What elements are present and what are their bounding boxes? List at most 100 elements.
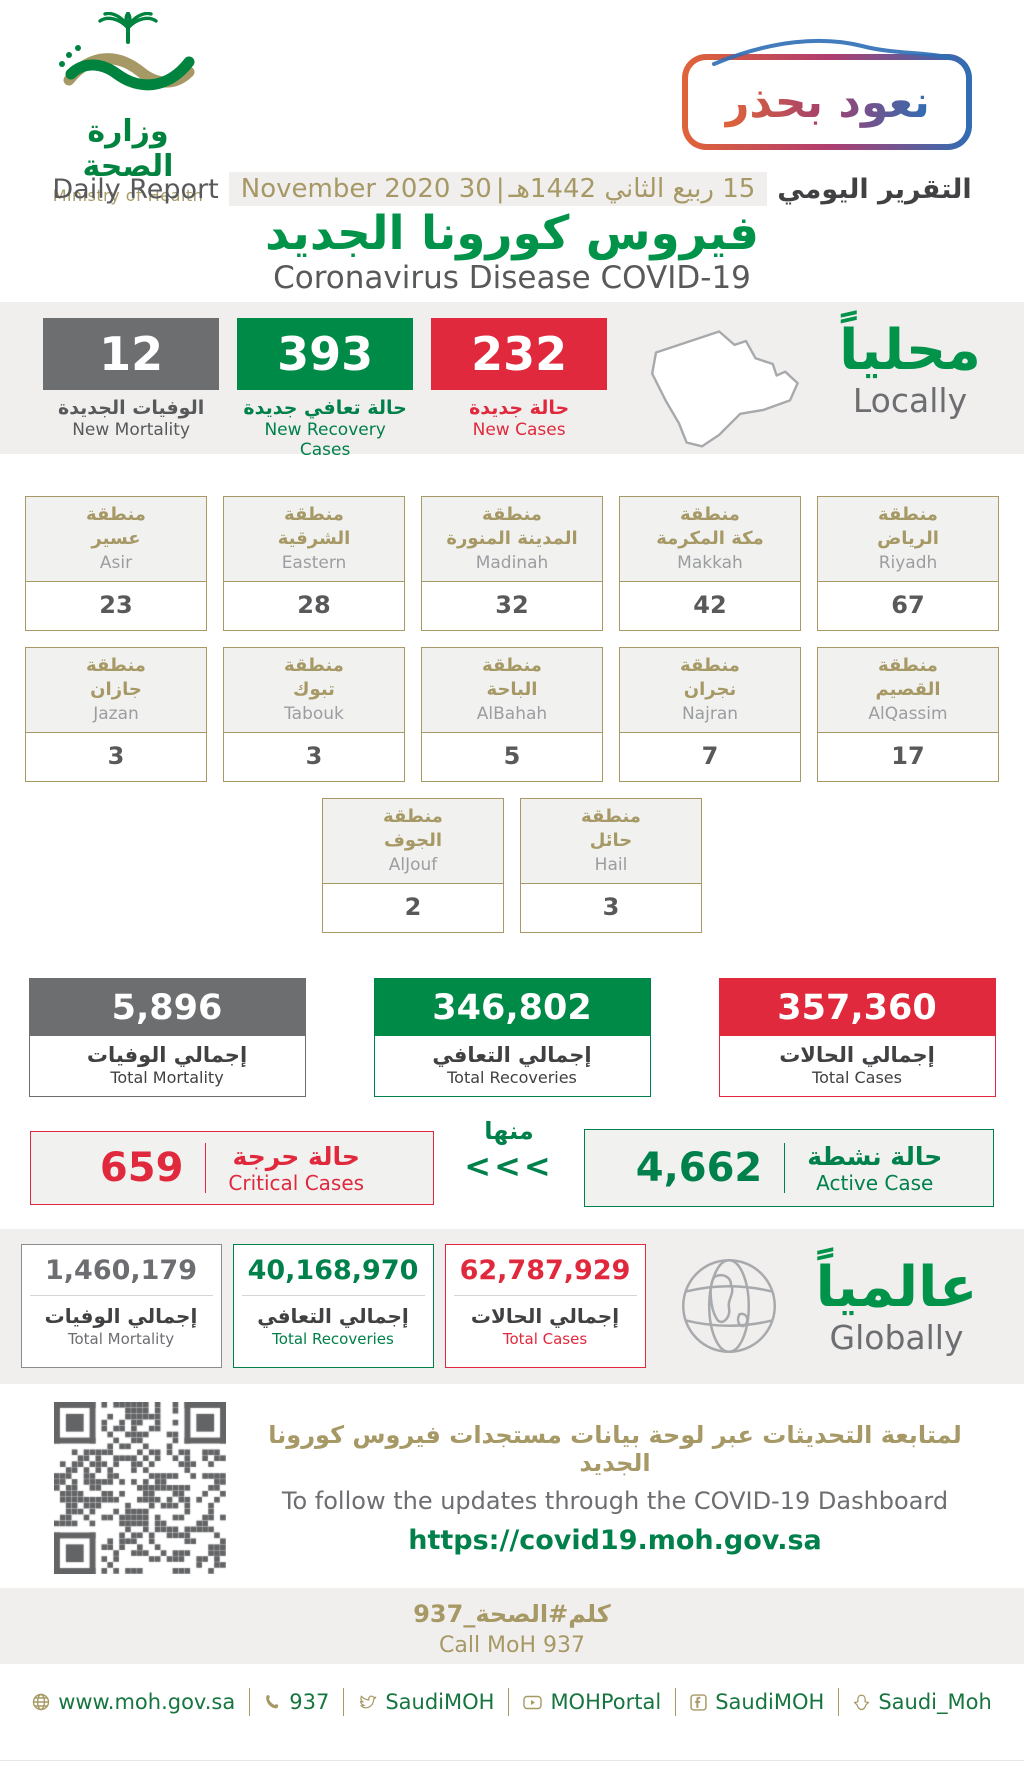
critical-cases-box: حالة حرجة Critical Cases 659 <box>30 1131 434 1205</box>
divider <box>784 1143 786 1193</box>
critical-label-arabic: حالة حرجة <box>232 1141 360 1171</box>
moh-logo: وزارة الصحة Ministry of Health <box>48 12 208 205</box>
region-card-eastern: منطقة الشرقية Eastern 28 <box>223 496 405 631</box>
region-card-albahah: منطقة الباحة AlBahah 5 <box>421 647 603 782</box>
report-date: 15 ربيع الثاني 1442هـ | 30 November 2020 <box>228 172 768 206</box>
saudi-map-icon <box>651 330 799 448</box>
moh-palm-swoosh-icon <box>59 12 195 91</box>
call-label-english: Call MoH 937 <box>438 1633 586 1658</box>
of-which-label: منها <box>484 1117 534 1145</box>
new-cases-label-arabic: حالة جديدة <box>469 397 570 419</box>
footer-link-phone[interactable]: 937 <box>250 1690 343 1714</box>
region-card-aljouf: منطقة الجوف AlJouf 2 <box>322 798 504 933</box>
report-label-english: Daily Report <box>52 173 219 205</box>
new-recovery-label-english: New Recovery Cases <box>264 420 386 460</box>
globally-label-arabic: عالمياً <box>815 1255 978 1321</box>
globally-section: عالمياً Globally 62,787,929 إجمالي الحال… <box>0 1229 1024 1384</box>
divider <box>249 1688 251 1716</box>
divider <box>675 1688 677 1716</box>
region-card-asir: منطقة عسير Asir 23 <box>25 496 207 631</box>
dashboard-section: لمتابعة التحديثات عبر لوحة بيانات مستجدا… <box>54 1398 970 1578</box>
hijri-date: 15 ربيع الثاني 1442هـ <box>508 174 756 204</box>
locally-label-english: Locally <box>852 380 968 420</box>
region-value: 3 <box>107 742 125 770</box>
locally-section: محلياً Locally 232 حالة جديدة New Cases … <box>0 302 1024 460</box>
badge-swoosh-icon <box>712 38 952 66</box>
footer-link-snapchat[interactable]: Saudi_Moh <box>839 1690 1005 1714</box>
globe-icon <box>32 1693 50 1711</box>
divider <box>508 1688 510 1716</box>
global-total-cases-box: 62,787,929 إجمالي الحالات Total Cases <box>444 1244 646 1368</box>
region-row-1: منطقة الرياض Riyadh 67 منطقة مكة المكرمة Mak… <box>0 496 1024 631</box>
region-row-2: منطقة القصيم AlQassim 17 منطقة نجران Najran … <box>0 647 1024 782</box>
report-label-arabic: التقرير اليومي <box>777 173 972 205</box>
region-value: 2 <box>404 893 422 921</box>
page-title-arabic: فيروس كورونا الجديد <box>265 206 759 261</box>
header: وزارة الصحة Ministry of Health نعود بحذر… <box>0 0 1024 302</box>
region-card-jazan: منطقة جازان Jazan 3 <box>25 647 207 782</box>
active-label-english: Active Case <box>816 1170 934 1195</box>
globe-icon <box>681 1258 776 1354</box>
logo-english-text: Ministry of Health <box>52 186 204 205</box>
dashboard-text-english: To follow the updates through the COVID-… <box>281 1486 949 1515</box>
call-hashtag-arabic: كلم#الصحة_937 <box>413 1600 611 1628</box>
total-cases-box: 357,360 إجمالي الحالات Total Cases <box>718 978 996 1097</box>
footer-link-youtube[interactable]: MOHPortal <box>509 1690 675 1714</box>
footer-link-facebook[interactable]: SaudiMOH <box>676 1690 838 1714</box>
divider <box>838 1688 840 1716</box>
footer-link-website[interactable]: www.moh.gov.sa <box>18 1690 249 1714</box>
global-total-cases-value: 62,787,929 <box>453 1255 637 1296</box>
new-mortality-value: 12 <box>43 318 220 390</box>
region-card-tabouk: منطقة تبوك Tabouk 3 <box>223 647 405 782</box>
youtube-icon <box>523 1695 543 1710</box>
divider <box>343 1688 345 1716</box>
region-value: 23 <box>99 591 133 619</box>
region-card-riyadh: منطقة الرياض Riyadh 67 <box>817 496 999 631</box>
return-with-caution-badge: نعود بحذر <box>682 38 972 150</box>
phone-icon <box>264 1694 281 1711</box>
active-critical-row: حالة حرجة Critical Cases 659 منها <<< حا… <box>30 1117 994 1207</box>
page-title-english: Coronavirus Disease COVID-19 <box>273 260 751 296</box>
of-which-indicator: منها <<< <box>439 1117 579 1185</box>
divider <box>205 1143 207 1193</box>
new-mortality-label-english: New Mortality <box>72 420 190 440</box>
new-recovery-label-arabic: حالة تعافي جديدة <box>243 397 407 419</box>
regions-grid: منطقة الرياض Riyadh 67 منطقة مكة المكرمة Mak… <box>0 454 1024 933</box>
new-cases-label-english: New Cases <box>472 420 566 440</box>
new-mortality-label-arabic: الوفيات الجديدة <box>57 397 205 419</box>
gregorian-date: 30 November 2020 <box>240 174 492 204</box>
badge-text: نعود بحذر <box>724 76 930 128</box>
region-value: 42 <box>693 591 727 619</box>
global-total-mortality-box: 1,460,179 إجمالي الوفيات Total Mortality <box>20 1244 222 1368</box>
footer-links: www.moh.gov.sa 937 SaudiMOH MOHPortal <box>0 1688 1024 1716</box>
region-value: 32 <box>495 591 529 619</box>
qr-code <box>54 1402 226 1574</box>
region-card-madinah: منطقة المدينة المنورة Madinah 32 <box>421 496 603 631</box>
region-value: 67 <box>891 591 925 619</box>
region-value: 5 <box>503 742 521 770</box>
totals-row: 357,360 إجمالي الحالات Total Cases 346,8… <box>0 978 1024 1097</box>
facebook-icon <box>690 1693 707 1711</box>
region-value: 3 <box>305 742 323 770</box>
region-row-3: منطقة حائل Hail 3 منطقة الجوف AlJouf 2 <box>0 798 1024 933</box>
region-card-hail: منطقة حائل Hail 3 <box>520 798 702 933</box>
new-mortality-stat: 12 الوفيات الجديدة New Mortality <box>43 318 220 440</box>
global-total-recoveries-value: 40,168,970 <box>241 1255 425 1296</box>
region-value: 7 <box>701 742 719 770</box>
dashboard-url-link[interactable]: https://covid19.moh.gov.sa <box>408 1524 822 1556</box>
locally-label: محلياً Locally <box>839 318 981 420</box>
total-mortality-box: 5,896 إجمالي الوفيات Total Mortality <box>28 978 306 1097</box>
footer-link-twitter[interactable]: SaudiMOH <box>344 1690 508 1714</box>
date-separator: | <box>495 174 505 204</box>
call-center-band: كلم#الصحة_937 Call MoH 937 <box>0 1588 1024 1664</box>
bottom-divider <box>0 1760 1024 1761</box>
locally-label-arabic: محلياً <box>839 318 981 383</box>
active-cases-value: 4,662 <box>635 1145 763 1191</box>
new-recovery-value: 393 <box>237 318 414 390</box>
region-value: 28 <box>297 591 331 619</box>
critical-cases-value: 659 <box>99 1145 184 1191</box>
critical-label-english: Critical Cases <box>228 1170 365 1195</box>
new-recovery-stat: 393 حالة تعافي جديدة New Recovery Cases <box>237 318 414 460</box>
active-label-arabic: حالة نشطة <box>807 1141 943 1171</box>
